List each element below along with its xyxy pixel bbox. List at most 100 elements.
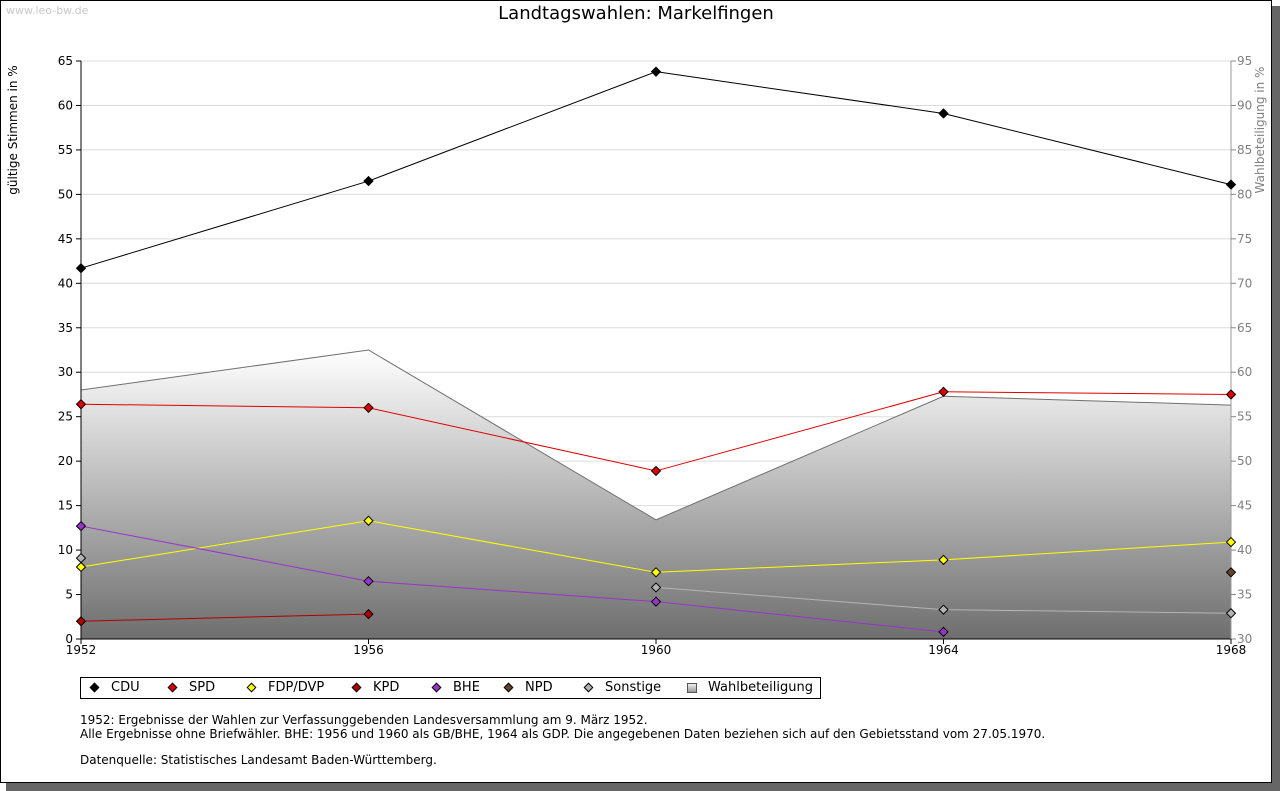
data-point-spd	[1225, 389, 1237, 400]
turnout-line	[80, 349, 1232, 521]
series-line-sonstige	[943, 609, 1232, 614]
y-tick-label: 0	[65, 632, 73, 646]
y-tick-label: 35	[58, 321, 73, 335]
y2-tick-label: 85	[1237, 143, 1252, 157]
y-tick-label: 50	[58, 187, 73, 201]
y-tick-label: 20	[58, 454, 73, 468]
legend-label-sonstige: Sonstige	[605, 680, 662, 695]
y2-tick-label: 60	[1237, 365, 1252, 379]
legend-label-spd: SPD	[189, 680, 216, 695]
y2-tick-label: 50	[1237, 454, 1252, 468]
y2-tick-label: 95	[1237, 54, 1252, 68]
data-point-spd	[75, 399, 87, 410]
data-point-kpd	[75, 616, 87, 627]
series-line-spd	[655, 391, 944, 472]
series-line-spd	[80, 403, 369, 409]
data-point-spd	[650, 465, 662, 477]
y-tick-label: 15	[58, 499, 73, 513]
y2-tick-label: 75	[1237, 232, 1252, 246]
data-point-fdp-dvp	[75, 561, 87, 573]
x-tick-label: 1952	[66, 643, 97, 657]
y-tick-label: 65	[58, 54, 73, 68]
y2-tick-label: 35	[1237, 588, 1252, 602]
data-point-npd	[1225, 567, 1237, 578]
y2-tick-label: 90	[1237, 98, 1252, 112]
data-point-fdp-dvp	[938, 554, 949, 566]
y2-tick-label: 45	[1237, 499, 1252, 513]
legend-label-fdp-dvp: FDP/DVP	[268, 680, 325, 695]
series-line-fdp-dvp	[80, 520, 369, 568]
data-point-fdp-dvp	[1225, 536, 1237, 548]
turnout-area	[81, 350, 1231, 639]
data-point-kpd	[363, 608, 374, 620]
notes: 1952: Ergebnisse der Wahlen zur Verfassu…	[80, 713, 1045, 767]
legend-label-wahlbeteiligung: Wahlbeteiligung	[708, 680, 814, 695]
data-point-sonstige	[75, 552, 87, 564]
series-line-cdu	[655, 71, 944, 114]
data-point-bhe	[938, 626, 949, 638]
legend-marker-cdu	[89, 682, 100, 693]
legend-marker-sonstige	[583, 682, 594, 693]
data-point-cdu	[75, 262, 87, 274]
watermark: www.leo-bw.de	[6, 4, 89, 17]
series-line-sonstige	[655, 586, 944, 611]
source-note: Datenquelle: Statistisches Landesamt Bad…	[80, 753, 437, 767]
series-line-bhe	[655, 601, 944, 633]
legend-label-cdu: CDU	[111, 680, 140, 695]
legend-marker-npd	[503, 682, 514, 693]
data-point-bhe	[650, 596, 662, 607]
legend-label-bhe: BHE	[453, 680, 480, 695]
y-tick-label: 25	[58, 410, 73, 424]
y-tick-label: 45	[58, 232, 73, 246]
chart-title: Landtagswahlen: Markelfingen	[498, 3, 774, 24]
data-point-cdu	[938, 108, 949, 119]
legend-marker-kpd	[351, 682, 362, 693]
data-point-fdp-dvp	[363, 515, 374, 526]
legend-marker-spd	[167, 682, 178, 693]
x-tick-label: 1960	[641, 643, 672, 657]
series-line-cdu	[943, 112, 1232, 186]
series-line-spd	[943, 391, 1232, 395]
series-line-bhe	[80, 525, 369, 582]
data-point-sonstige	[1225, 608, 1237, 619]
y-tick-label: 55	[58, 143, 73, 157]
data-point-fdp-dvp	[650, 567, 662, 578]
series-line-fdp-dvp	[943, 541, 1232, 561]
y-tick-label: 30	[58, 365, 73, 379]
data-point-spd	[363, 402, 374, 414]
series-line-fdp-dvp	[368, 520, 657, 573]
y2-tick-label: 30	[1237, 632, 1252, 646]
x-tick-label: 1964	[928, 643, 959, 657]
y-tick-label: 60	[58, 98, 73, 112]
y2-tick-label: 80	[1237, 187, 1252, 201]
note-line-1: 1952: Ergebnisse der Wahlen zur Verfassu…	[80, 713, 648, 727]
legend-label-kpd: KPD	[373, 680, 400, 695]
series-line-bhe	[368, 580, 657, 603]
legend-label-npd: NPD	[525, 680, 553, 695]
series-line-fdp-dvp	[655, 559, 944, 573]
y2-tick-label: 55	[1237, 410, 1252, 424]
y-tick-label: 40	[58, 276, 73, 290]
y2-tick-label: 40	[1237, 543, 1252, 557]
data-point-cdu	[1225, 179, 1237, 190]
data-point-bhe	[75, 520, 87, 532]
legend-marker-fdp-dvp	[246, 682, 257, 693]
x-tick-label: 1968	[1216, 643, 1247, 657]
note-line-2: Alle Ergebnisse ohne Briefwähler. BHE: 1…	[80, 727, 1046, 741]
legend: CDU SPD FDP/DVP KPD BHE NPD Sonstige Wahlbeteil…	[80, 677, 821, 699]
series-line-cdu	[80, 180, 369, 269]
y2-tick-label: 65	[1237, 321, 1252, 335]
series-line-spd	[368, 407, 657, 472]
data-point-bhe	[363, 575, 374, 587]
legend-marker-wahlbeteiligung	[687, 683, 697, 693]
x-tick-label: 1956	[353, 643, 384, 657]
series-line-cdu	[368, 71, 657, 182]
y-tick-label: 5	[65, 588, 73, 602]
frame-shadow-bottom	[6, 783, 1280, 791]
data-point-sonstige	[650, 582, 662, 593]
data-point-cdu	[363, 175, 374, 187]
frame-shadow-right	[1272, 6, 1280, 791]
y2-tick-label: 70	[1237, 276, 1252, 290]
legend-marker-bhe	[431, 682, 442, 693]
plot-area: 0 5 10 15 20 25 30 35 40 45 50 55 60 65 30 35 40 45 50 55 60…	[58, 54, 1253, 657]
